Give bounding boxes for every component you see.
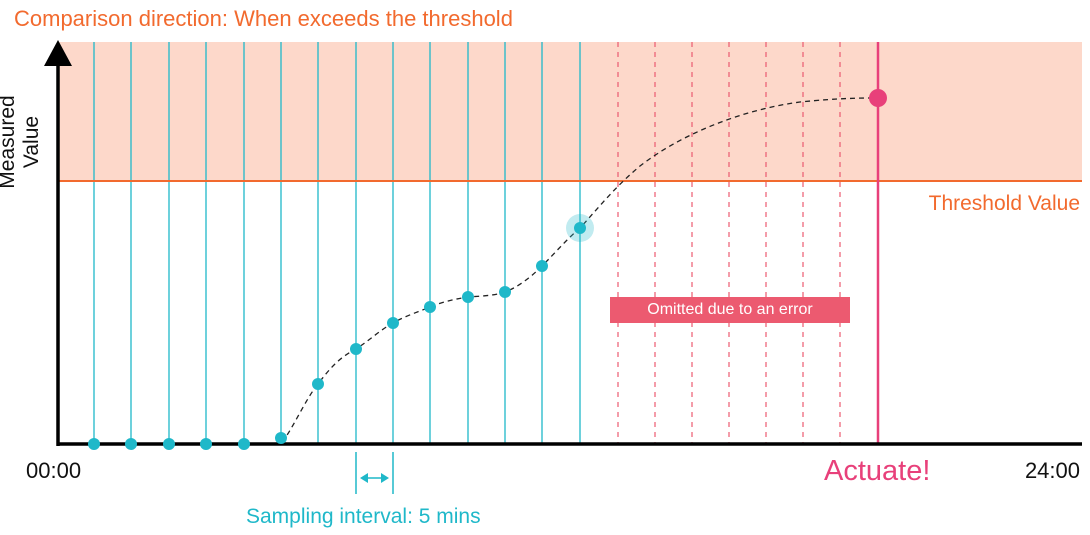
sample-point <box>200 438 212 450</box>
sampling-interval-label: Sampling interval: 5 mins <box>246 505 481 528</box>
sample-point <box>536 260 548 272</box>
error-omission-badge: Omitted due to an error <box>610 297 850 323</box>
diagram-title: Comparison direction: When exceeds the t… <box>14 6 513 31</box>
threshold-label: Threshold Value <box>928 192 1080 215</box>
sample-points <box>88 260 548 450</box>
omitted-sampling-lines <box>617 42 841 444</box>
sample-point <box>312 378 324 390</box>
sample-point <box>499 286 511 298</box>
sample-point <box>238 438 250 450</box>
sample-point <box>387 317 399 329</box>
sampling-interval-marker <box>355 452 394 494</box>
sample-point <box>424 301 436 313</box>
last-sample-point <box>574 222 586 234</box>
sample-point <box>350 343 362 355</box>
sample-point <box>275 432 287 444</box>
x-start-label: 00:00 <box>26 458 82 483</box>
exceed-zone <box>58 42 1082 181</box>
sample-point <box>125 438 137 450</box>
actuate-label: Actuate! <box>824 455 931 487</box>
y-axis-label: Measured Value <box>0 95 43 189</box>
sampling-lines <box>93 42 581 444</box>
y-axis-arrow-icon <box>44 40 72 66</box>
sample-point <box>163 438 175 450</box>
sample-point <box>462 291 474 303</box>
actuate-point <box>869 89 887 107</box>
sample-point <box>88 438 100 450</box>
x-end-label: 24:00 <box>1024 458 1080 483</box>
